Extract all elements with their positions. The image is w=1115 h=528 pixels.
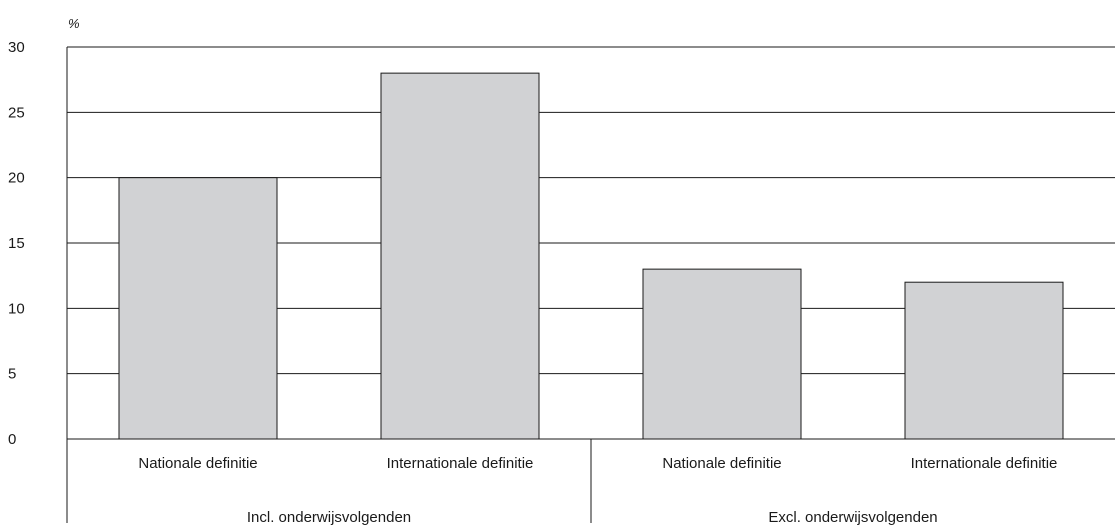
group-label: Excl. onderwijsvolgenden: [768, 509, 937, 526]
bar: [904, 281, 1064, 440]
category-label: Internationale definitie: [911, 455, 1058, 472]
bar: [642, 268, 802, 440]
category-label: Internationale definitie: [387, 455, 534, 472]
y-tick-label: 25: [8, 104, 25, 121]
y-tick-label: 10: [8, 300, 25, 317]
axes: [66, 47, 1115, 523]
bars: [118, 72, 1064, 440]
y-tick-label: 15: [8, 235, 25, 252]
bar: [380, 72, 540, 440]
y-tick-label: 0: [8, 431, 16, 448]
category-labels: Nationale definitie Internationale defini…: [138, 455, 1057, 472]
y-axis-unit-label: %: [68, 16, 80, 31]
y-tick-label: 30: [8, 39, 25, 56]
category-label: Nationale definitie: [138, 455, 257, 472]
y-tick-label: 5: [8, 366, 16, 383]
category-label: Nationale definitie: [662, 455, 781, 472]
group-labels: Incl. onderwijsvolgenden Excl. onderwijsv…: [247, 509, 938, 526]
group-label: Incl. onderwijsvolgenden: [247, 509, 411, 526]
y-tick-label: 20: [8, 170, 25, 187]
y-tick-labels: 0 5 10 15 20 25 30: [8, 39, 25, 448]
bar: [118, 177, 278, 440]
